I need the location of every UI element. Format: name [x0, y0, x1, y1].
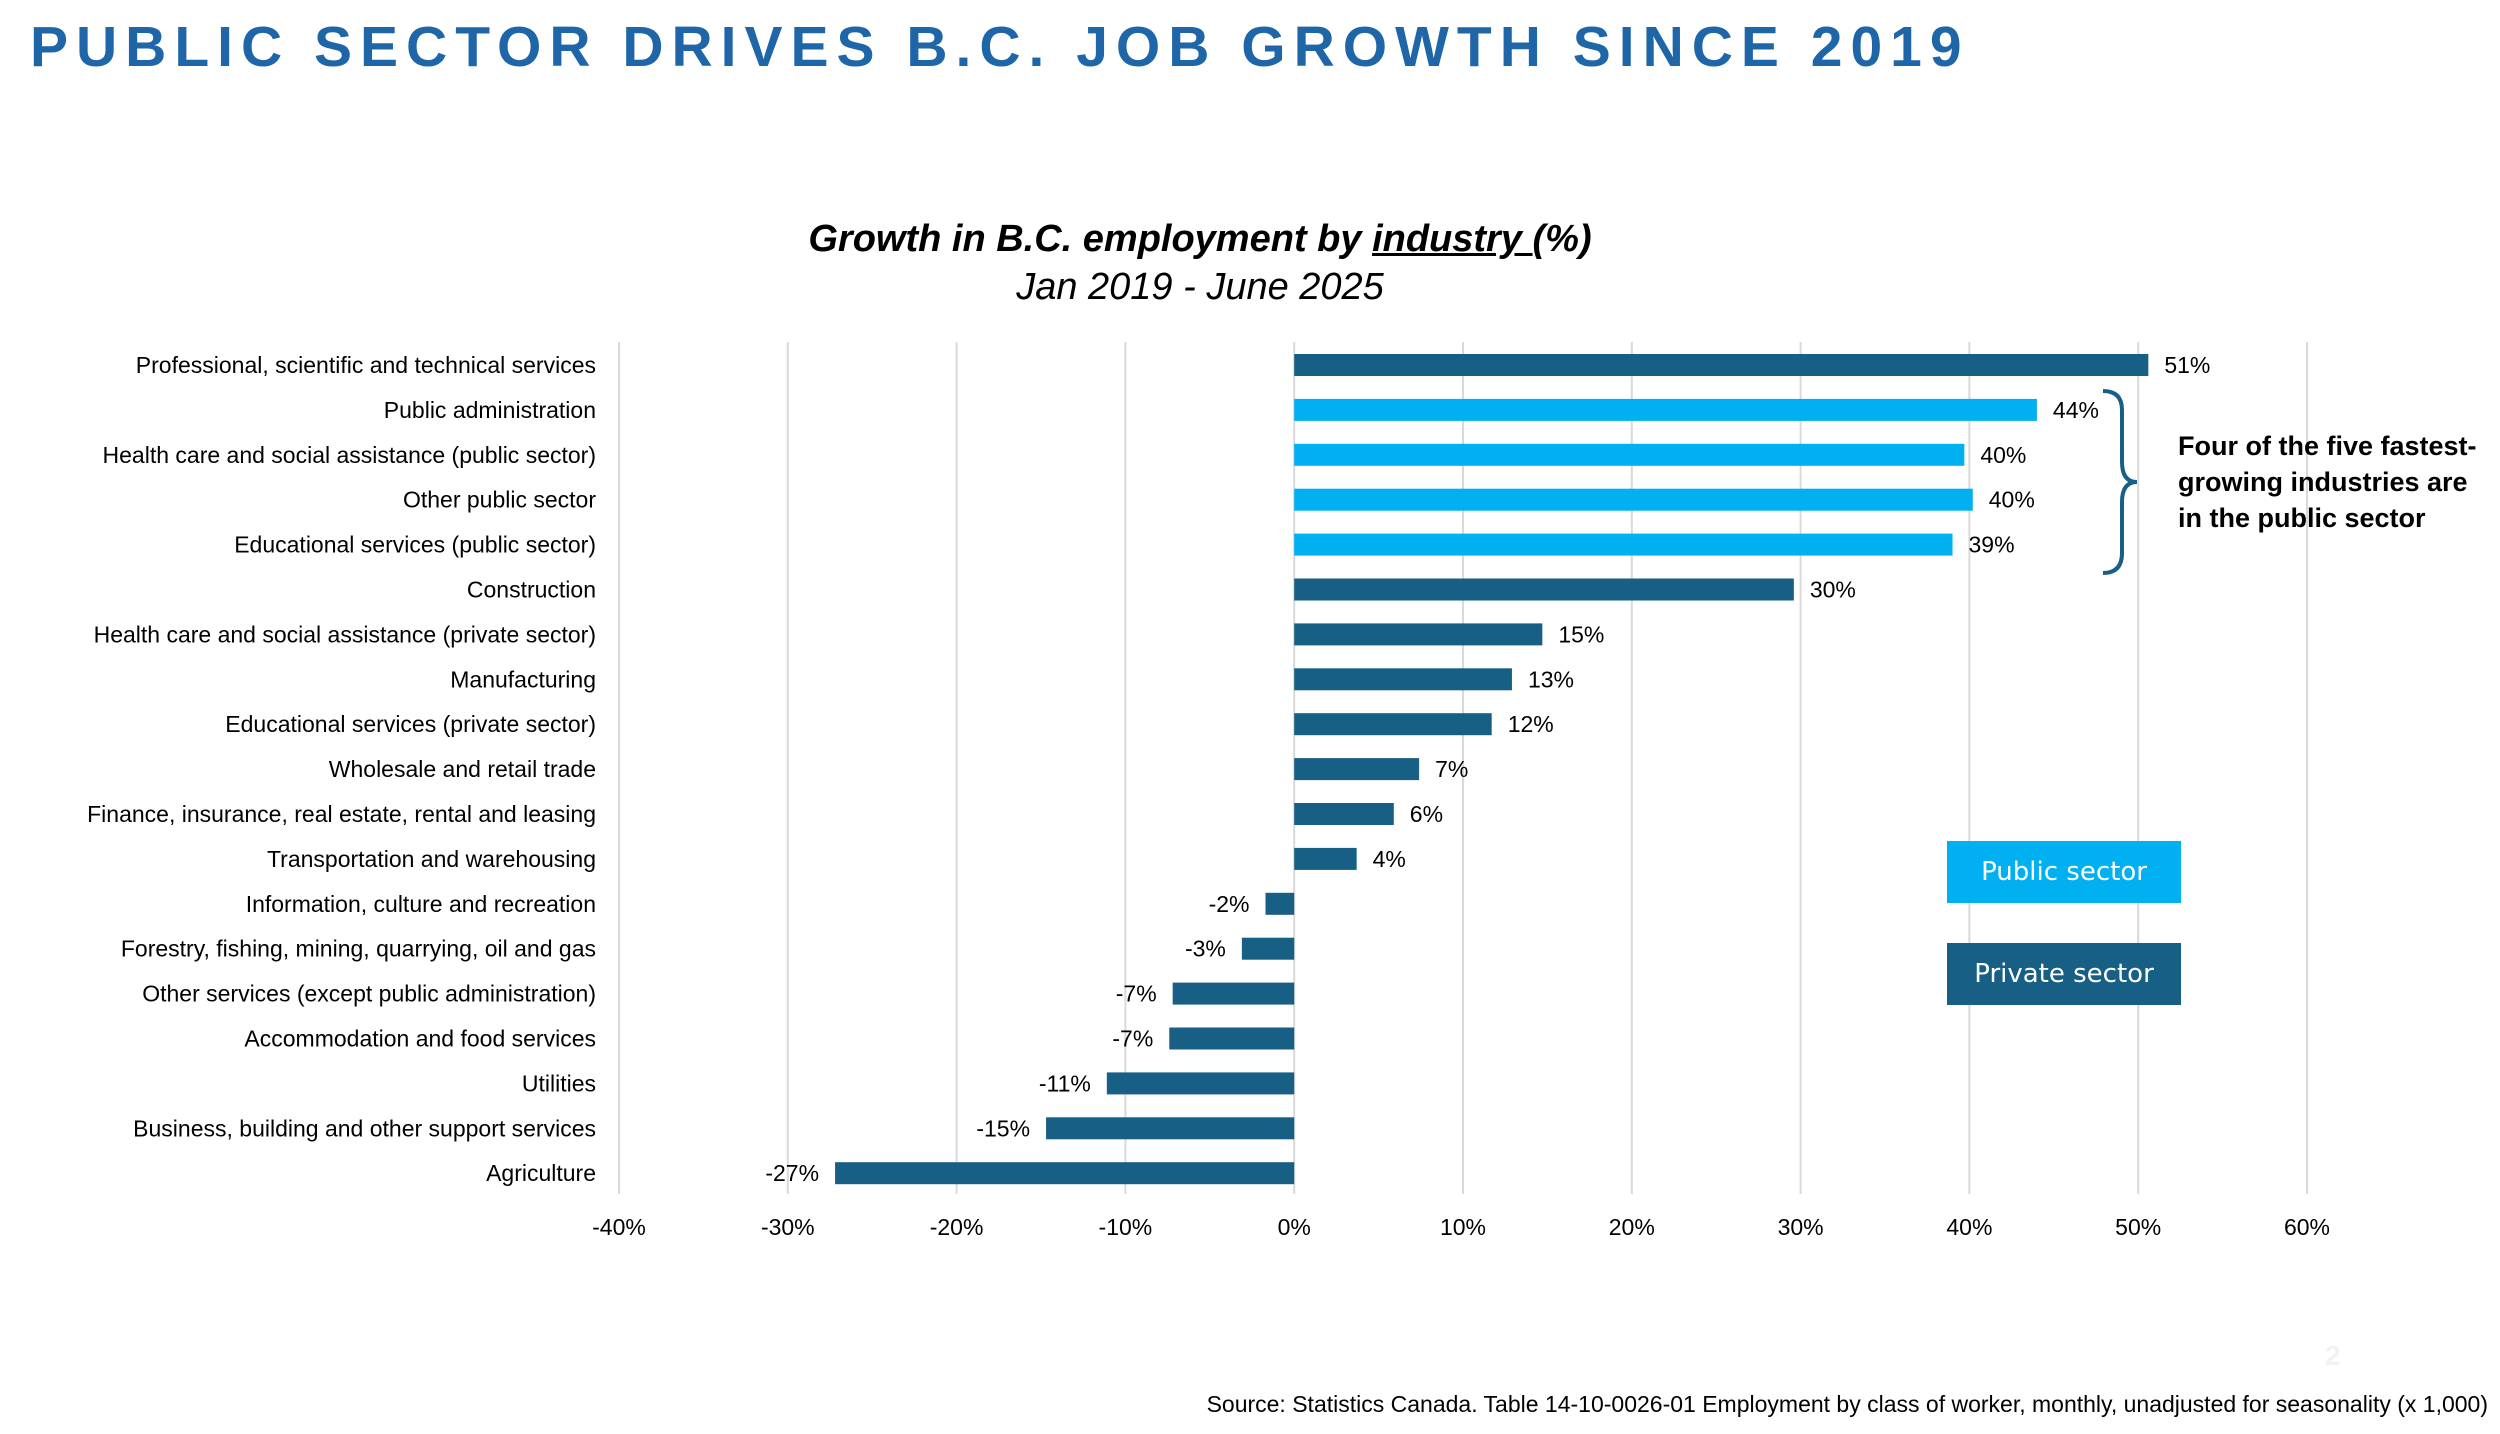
data-label: 44%	[2053, 397, 2099, 423]
data-label: 15%	[1558, 621, 1604, 647]
data-label: -2%	[1209, 891, 1250, 917]
bar	[1294, 398, 2037, 421]
bar	[1265, 892, 1295, 915]
bar	[1294, 713, 1492, 736]
source-note: Source: Statistics Canada. Table 14-10-0…	[1206, 1391, 2488, 1417]
category-label: Other public sector	[403, 487, 596, 513]
bar	[1294, 803, 1394, 825]
bar	[1294, 578, 1794, 601]
bar	[1294, 443, 1965, 466]
data-label: -15%	[976, 1115, 1030, 1141]
chart-subtitle: Jan 2019 - June 2025	[1016, 266, 1384, 308]
legend-public-sector: Public sector	[1947, 841, 2181, 903]
x-tick-label: -30%	[761, 1214, 815, 1240]
category-label: Health care and social assistance (publi…	[103, 442, 596, 468]
category-label: Business, building and other support ser…	[133, 1115, 596, 1141]
category-label: Transportation and warehousing	[267, 846, 596, 872]
category-label: Information, culture and recreation	[246, 891, 596, 917]
category-label: Manufacturing	[450, 666, 596, 692]
x-tick-label: 50%	[2115, 1214, 2161, 1240]
bar	[1172, 982, 1295, 1005]
data-label: 4%	[1373, 846, 1406, 872]
bars	[835, 354, 2149, 1185]
data-label: 7%	[1435, 756, 1468, 782]
x-tick-label: 30%	[1778, 1214, 1824, 1240]
x-tick-label: 20%	[1609, 1214, 1655, 1240]
data-label: 51%	[2164, 352, 2210, 378]
x-tick-label: 40%	[1946, 1214, 1992, 1240]
bar	[1046, 1117, 1295, 1140]
x-tick-label: 60%	[2284, 1214, 2330, 1240]
data-label: 6%	[1410, 801, 1443, 827]
category-label: Professional, scientific and technical s…	[136, 352, 596, 378]
data-label: -7%	[1116, 981, 1157, 1007]
data-label: 39%	[1969, 532, 2015, 558]
x-tick-label: -20%	[930, 1214, 984, 1240]
data-label: 30%	[1810, 577, 1856, 603]
chart-title-suffix: (%)	[1532, 218, 1592, 260]
category-label: Wholesale and retail trade	[329, 756, 596, 782]
legend-private-sector: Private sector	[1947, 943, 2181, 1005]
bar	[1294, 668, 1512, 691]
x-tick-label: 10%	[1440, 1214, 1486, 1240]
x-tick-label: -40%	[592, 1214, 646, 1240]
category-label: Construction	[467, 577, 596, 603]
category-label: Finance, insurance, real estate, rental …	[87, 801, 596, 827]
category-label: Accommodation and food services	[244, 1026, 596, 1052]
category-label: Forestry, fishing, mining, quarrying, oi…	[121, 936, 596, 962]
data-label: -7%	[1112, 1026, 1153, 1052]
bar	[1294, 758, 1420, 781]
category-label: Agriculture	[486, 1160, 596, 1186]
category-label: Public administration	[384, 397, 596, 423]
data-label: -3%	[1185, 936, 1226, 962]
data-label: 40%	[1980, 442, 2026, 468]
bar	[1169, 1027, 1295, 1050]
category-label: Educational services (public sector)	[234, 532, 596, 558]
data-label: 40%	[1989, 487, 2035, 513]
annotation-text: Four of the five fastest-growing industr…	[2178, 431, 2477, 533]
bar	[1294, 354, 2149, 376]
bar	[1294, 488, 1973, 511]
x-tick-label: -10%	[1099, 1214, 1153, 1240]
x-tick-label: 0%	[1278, 1214, 1311, 1240]
labels: -40% -30% -20% -10% 0% 10% 20% 30% 40% 50% 60% Prof…	[87, 352, 2330, 1240]
bar	[1106, 1072, 1295, 1095]
gridlines	[618, 342, 2308, 1194]
page-title: PUBLIC SECTOR DRIVES B.C. JOB GROWTH SIN…	[30, 15, 1970, 79]
annotation-bracket	[2102, 389, 2138, 575]
category-label: Educational services (private sector)	[225, 711, 596, 737]
bar	[1241, 937, 1295, 960]
data-label: 12%	[1508, 711, 1554, 737]
bar	[835, 1162, 1295, 1185]
data-label: -11%	[1039, 1070, 1091, 1096]
data-label: -27%	[765, 1160, 819, 1186]
page-number: 2	[2325, 1340, 2341, 1371]
bar	[1294, 623, 1543, 646]
bar	[1294, 847, 1357, 870]
category-label: Utilities	[522, 1070, 596, 1096]
chart-title-underlined: industry	[1372, 218, 1533, 260]
bar	[1294, 533, 1953, 556]
chart-title-prefix: Growth in B.C. employment by	[808, 218, 1373, 260]
data-label: 13%	[1528, 666, 1574, 692]
chart-title: Growth in B.C. employment by industry (%…	[0, 218, 2400, 261]
category-label: Other services (except public administra…	[142, 981, 596, 1007]
category-label: Health care and social assistance (priva…	[94, 621, 596, 647]
